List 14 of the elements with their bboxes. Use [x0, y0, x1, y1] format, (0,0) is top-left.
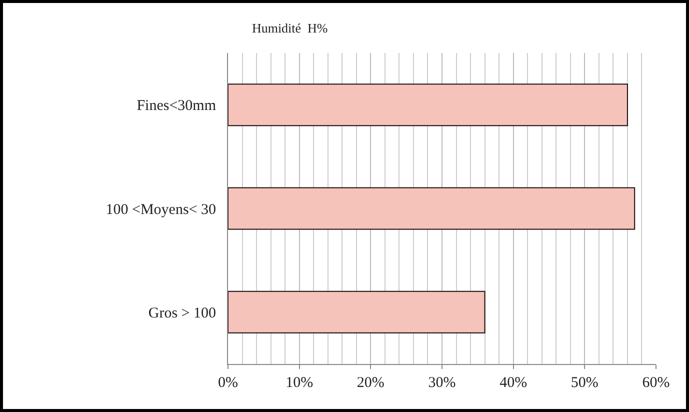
x-tick-label: 10% [286, 375, 314, 391]
chart-title: Humidité H% [252, 20, 328, 36]
x-tick-label: 20% [356, 375, 384, 391]
x-tick-label: 50% [570, 375, 598, 391]
bar [228, 187, 636, 230]
bar [228, 290, 486, 334]
y-tick-label: Gros > 100 [148, 305, 216, 322]
x-tick-label: 0% [218, 375, 238, 391]
x-tick-label: 60% [642, 375, 670, 391]
x-tick-label: 30% [428, 375, 456, 391]
y-tick-label: 100 <Moyens< 30 [106, 202, 216, 218]
y-tick-label: Fines<30mm [136, 98, 216, 114]
bar [228, 84, 628, 126]
x-tick-label: 40% [500, 375, 528, 391]
